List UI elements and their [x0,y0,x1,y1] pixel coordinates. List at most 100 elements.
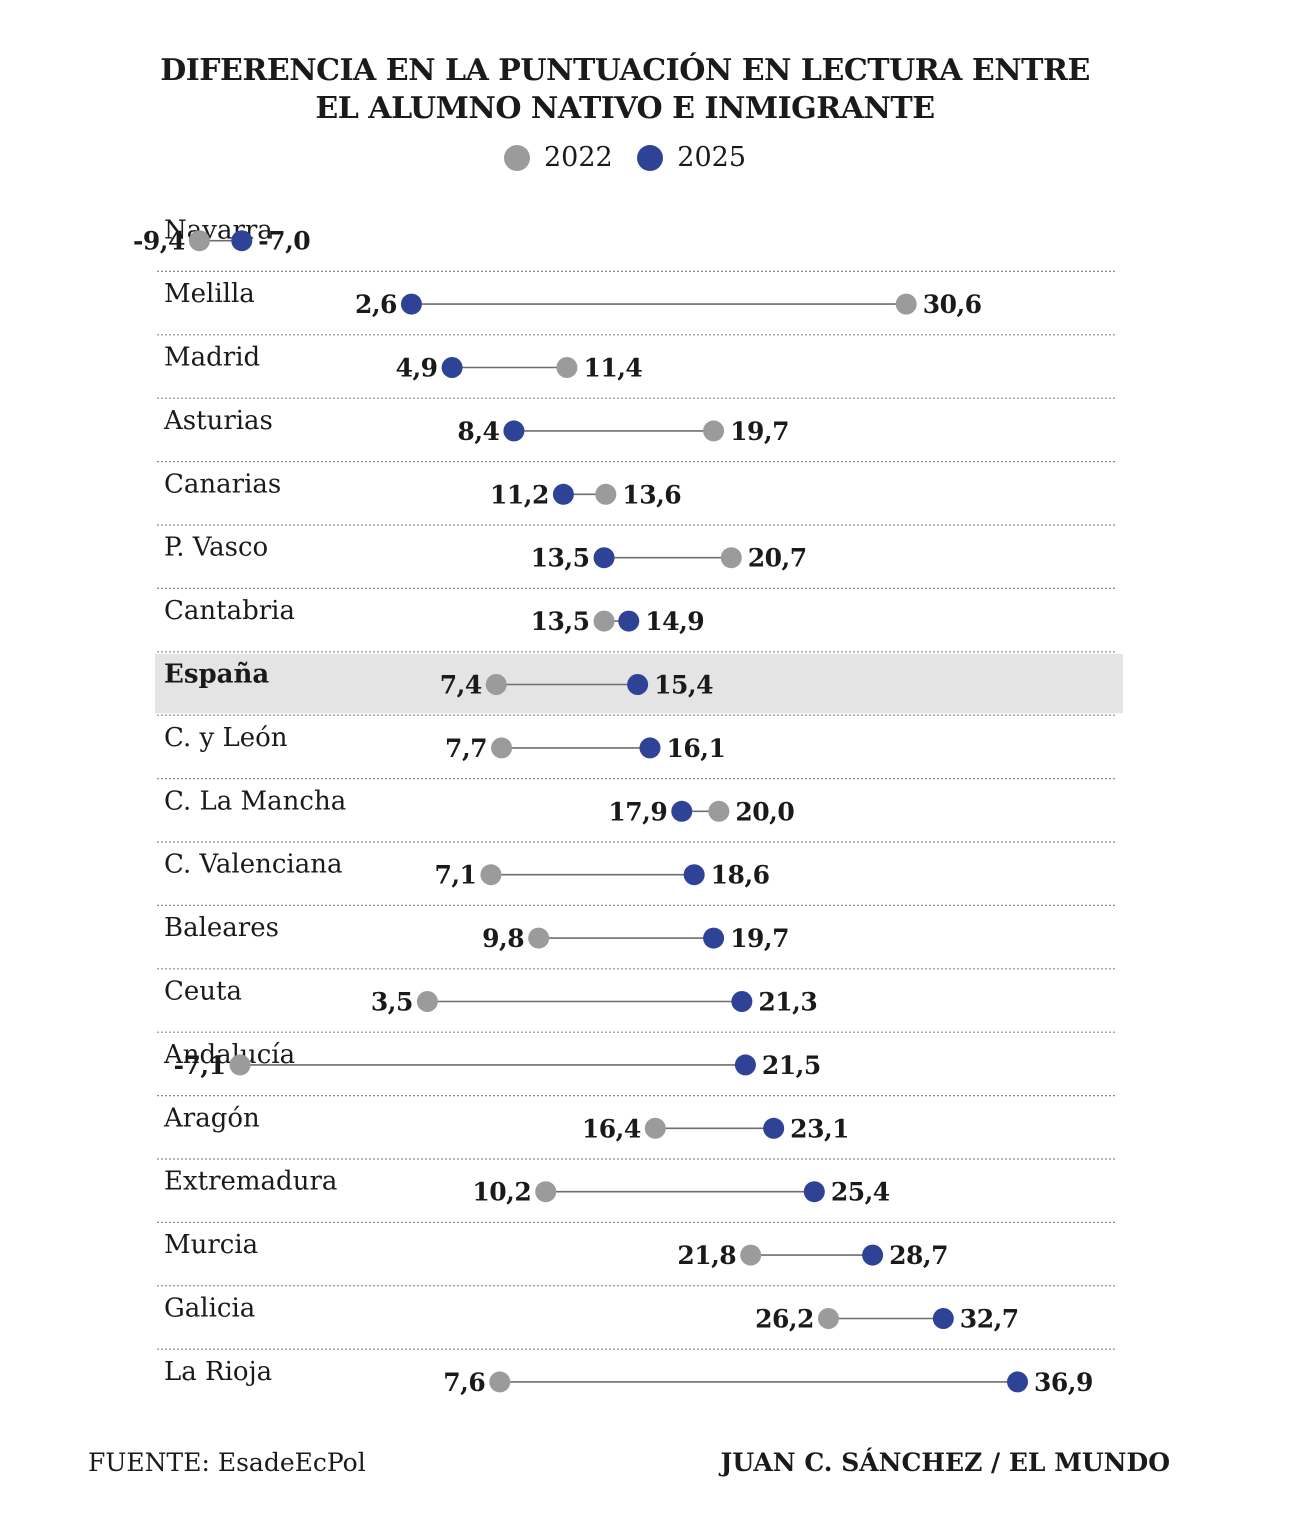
value-label-right-ceuta: 21,3 [758,988,817,1017]
legend-item-2025: 2025 [637,138,746,178]
value-label-left-madrid: 4,9 [396,354,438,383]
value-label-right-canarias: 13,6 [622,480,681,509]
dot-2025-c-valenciana [683,864,705,886]
row-label-canarias: Canarias [164,469,281,499]
row-label-c-la-mancha: C. La Mancha [164,786,346,816]
dot-2022-cantabria [593,610,615,632]
dot-2022-galicia [817,1308,839,1329]
dot-2025-galicia [932,1308,954,1329]
row-label-españa: España [164,660,269,690]
row-label-la-rioja: La Rioja [164,1357,272,1387]
row-label-c-y-león: C. y León [164,723,288,753]
row-label-aragón: Aragón [163,1103,260,1133]
dot-2025-andalucía [734,1054,756,1076]
dot-2022-la-rioja [489,1371,511,1393]
row-label-galicia: Galicia [164,1294,255,1324]
dot-2022-madrid [556,357,578,378]
value-label-right-españa: 15,4 [654,671,713,700]
chart-title: DIFERENCIA EN LA PUNTUACIÓN EN LECTURA E… [0,52,1250,128]
value-label-left-galicia: 26,2 [755,1305,814,1334]
value-label-right-c-valenciana: 18,6 [711,861,770,890]
dot-2022-asturias [703,420,725,442]
value-label-right-cantabria: 14,9 [645,607,704,636]
dot-2025-la-rioja [1007,1371,1029,1393]
chart-title-line1: DIFERENCIA EN LA PUNTUACIÓN EN LECTURA E… [160,53,1090,88]
value-label-left-extremadura: 10,2 [472,1178,531,1207]
legend: 2022 2025 [0,138,1250,183]
value-label-right-la-rioja: 36,9 [1034,1368,1093,1397]
credit-note: JUAN C. SÁNCHEZ / EL MUNDO [720,1448,1170,1477]
row-label-murcia: Murcia [164,1230,258,1260]
dot-2022-españa [485,674,507,695]
value-label-left-la-rioja: 7,6 [443,1368,485,1397]
legend-dot-2025-icon [637,145,664,171]
value-label-right-p-vasco: 20,7 [748,544,807,573]
dot-2025-asturias [503,420,525,442]
legend-item-2022: 2022 [503,138,613,178]
dot-2022-andalucía [229,1054,251,1076]
row-label-c-valenciana: C. Valenciana [164,850,342,880]
dot-2025-españa [627,674,649,695]
dot-2022-extremadura [535,1181,557,1203]
dot-2025-cantabria [618,610,640,632]
value-label-right-murcia: 28,7 [889,1241,948,1270]
value-label-left-baleares: 9,8 [482,924,524,953]
source-note: FUENTE: EsadeEcPol [88,1448,366,1477]
value-label-right-c-y-león: 16,1 [666,734,725,763]
value-label-right-madrid: 11,4 [583,354,642,383]
dot-2025-p-vasco [593,547,615,569]
value-label-left-murcia: 21,8 [677,1241,736,1270]
chart-title-line2: EL ALUMNO NATIVO E INMIGRANTE [315,91,935,126]
value-label-left-c-la-mancha: 17,9 [608,797,667,826]
dot-2022-c-la-mancha [708,800,730,822]
value-label-right-baleares: 19,7 [730,924,789,953]
value-label-left-españa: 7,4 [440,671,482,700]
dot-2022-c-valenciana [480,864,502,886]
dot-2022-baleares [528,927,550,949]
value-label-left-asturias: 8,4 [457,417,499,446]
dot-2022-aragón [644,1117,666,1139]
legend-label-2022: 2022 [543,142,613,173]
row-label-asturias: Asturias [163,406,273,436]
legend-dot-2022-icon [503,145,530,171]
dot-2025-extremadura [803,1181,825,1203]
value-label-left-aragón: 16,4 [582,1114,641,1143]
value-label-right-galicia: 32,7 [960,1305,1019,1334]
dot-2022-navarra [188,230,210,252]
row-label-ceuta: Ceuta [164,977,242,1007]
value-label-left-navarra: -9,4 [133,227,185,256]
dot-2025-madrid [441,357,463,378]
dot-2022-melilla [895,293,917,315]
dot-2025-c-la-mancha [671,800,693,822]
dot-2025-c-y-león [639,737,661,759]
value-label-right-c-la-mancha: 20,0 [735,797,794,826]
dot-2022-ceuta [416,991,438,1012]
value-label-right-extremadura: 25,4 [831,1178,890,1207]
dot-2025-navarra [231,230,253,252]
dot-2025-baleares [703,927,725,949]
dot-2025-ceuta [731,991,753,1012]
value-label-right-asturias: 19,7 [730,417,789,446]
value-label-left-c-valenciana: 7,1 [434,861,476,890]
dot-2022-c-y-león [491,737,513,759]
value-label-left-cantabria: 13,5 [531,607,590,636]
row-label-baleares: Baleares [164,913,279,943]
row-label-extremadura: Extremadura [164,1167,337,1197]
row-label-melilla: Melilla [164,279,255,309]
dot-2025-melilla [400,293,422,315]
value-label-left-melilla: 2,6 [355,290,397,319]
value-label-left-c-y-león: 7,7 [445,734,487,763]
row-label-cantabria: Cantabria [164,596,295,626]
dot-2025-canarias [552,483,574,505]
value-label-right-melilla: 30,6 [923,290,982,319]
legend-label-2025: 2025 [677,142,747,173]
dot-2022-p-vasco [720,547,742,569]
dot-2022-murcia [740,1244,762,1266]
value-label-left-p-vasco: 13,5 [531,544,590,573]
value-label-left-andalucía: -7,1 [174,1051,226,1080]
row-label-p-vasco: P. Vasco [164,533,268,563]
value-label-right-aragón: 23,1 [790,1114,849,1143]
dot-2025-murcia [862,1244,884,1266]
value-label-left-ceuta: 3,5 [371,988,413,1017]
